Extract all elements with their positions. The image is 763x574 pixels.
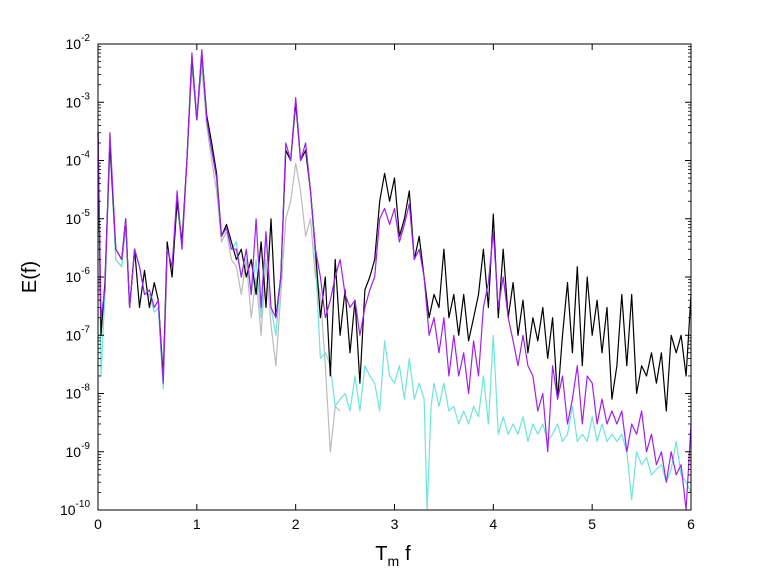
plot-frame	[97, 43, 692, 511]
series-line-3	[97, 52, 692, 412]
x-tick-label: 4	[489, 516, 497, 532]
x-tick-label: 5	[588, 516, 596, 532]
y-tick-label: 10-8	[66, 383, 91, 402]
y-tick-label: 10-6	[66, 266, 91, 285]
y-axis-title: E(f)	[19, 261, 41, 293]
y-tick-label: 10-3	[66, 91, 91, 110]
x-tick-label: 6	[687, 516, 695, 532]
y-tick-label: 10-10	[60, 499, 90, 518]
x-tick-label: 1	[193, 516, 201, 532]
x-tick-label: 2	[292, 516, 300, 532]
series-lines	[97, 49, 692, 511]
y-tick-label: 10-7	[66, 324, 91, 343]
y-tick-label: 10-4	[66, 150, 91, 169]
y-tick-label: 10-5	[66, 208, 91, 227]
y-axis: 10-10 10-9 10-8 10-7 10-6 10-5 10-4 10-3 10-2	[60, 33, 691, 518]
series-line-4	[97, 49, 692, 511]
x-tick-label: 0	[94, 516, 102, 532]
x-tick-label: 3	[391, 516, 399, 532]
x-axis-title: Tm f	[375, 543, 411, 569]
x-axis: 0 1 2 3 4 5 6	[94, 44, 695, 532]
y-tick-label: 10-9	[66, 441, 91, 460]
y-tick-label: 10-2	[66, 33, 91, 52]
series-line-2	[97, 56, 692, 511]
